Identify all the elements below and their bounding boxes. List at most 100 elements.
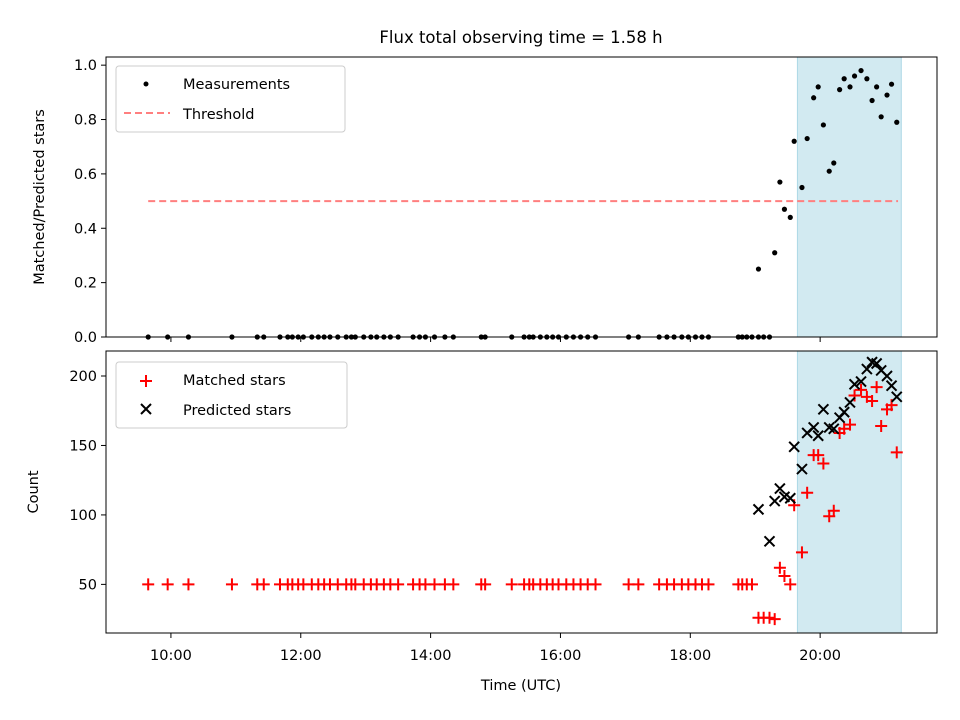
count-shaded-region: [796, 350, 902, 634]
measurement-point: [787, 214, 793, 220]
legend-measurements-marker: [143, 81, 149, 87]
predicted-star-point: [796, 463, 808, 475]
predicted-star-point: [788, 441, 800, 453]
measurement-point: [851, 73, 858, 79]
ratio-legend: Measurements Threshold: [115, 65, 346, 133]
y-tick-label: 150: [69, 438, 97, 454]
legend-predicted-marker: [140, 403, 152, 415]
predicted-star-point: [812, 430, 824, 442]
matched-star-point: [817, 457, 830, 470]
x-tick-label: 10:00: [150, 648, 192, 664]
matched-star-point: [225, 578, 238, 591]
x-tick-label: 14:00: [410, 648, 452, 664]
matched-star-point: [844, 418, 857, 431]
measurement-point: [777, 179, 783, 185]
predicted-star-point: [817, 403, 830, 416]
count-x-ticks: 10:00 12:00 14:00 16:00 18:00 20:00: [150, 633, 841, 664]
matched-star-point: [392, 578, 405, 591]
measurement-point: [799, 184, 805, 191]
matched-star-point: [870, 381, 883, 394]
chart-title: Flux total observing time = 1.58 h: [379, 28, 662, 47]
matched-star-point: [773, 561, 786, 574]
x-tick-label: 18:00: [669, 648, 711, 664]
matched-star-point: [866, 395, 879, 408]
matched-star-point: [778, 570, 791, 583]
measurement-point: [884, 92, 890, 98]
legend-predicted-label: Predicted stars: [183, 403, 291, 419]
legend-matched-label: Matched stars: [183, 373, 286, 389]
matched-star-point: [632, 578, 645, 591]
y-tick-label: 0.8: [74, 113, 97, 129]
y-tick-label: 200: [69, 369, 97, 385]
measurement-point: [847, 84, 853, 90]
ratio-legend-box: [115, 65, 346, 133]
matched-star-point: [745, 578, 758, 591]
ratio-panel: 0.0 0.2 0.4 0.6 0.8 1.0 Matched/Predicted sta…: [32, 56, 938, 346]
measurement-point: [811, 95, 817, 101]
predicted-star-point: [848, 378, 861, 391]
matched-star-point: [161, 578, 174, 591]
matched-star-point: [875, 420, 888, 433]
matched-star-point: [763, 611, 776, 624]
matched-star-point: [182, 578, 195, 591]
ratio-y-axis-label: Matched/Predicted stars: [32, 109, 48, 285]
predicted-star-point: [763, 535, 776, 548]
predicted-star-point: [784, 492, 796, 504]
matched-star-points: [142, 381, 903, 626]
matched-star-point: [812, 449, 825, 462]
measurement-point: [826, 168, 832, 174]
measurement-point: [869, 97, 875, 104]
y-tick-label: 100: [69, 508, 97, 524]
count-legend-box: [115, 361, 348, 429]
measurement-point: [874, 84, 880, 90]
predicted-star-point: [752, 503, 765, 516]
predicted-star-point: [870, 357, 883, 370]
matched-star-point: [795, 546, 808, 559]
y-tick-label: 0.4: [74, 221, 97, 237]
measurement-point: [841, 76, 847, 82]
predicted-star-point: [838, 406, 850, 418]
measurement-point: [837, 87, 843, 93]
predicted-star-point: [807, 421, 820, 434]
predicted-star-point: [774, 482, 786, 495]
count-axes-frame: [105, 350, 938, 634]
ratio-axes-frame: [105, 56, 938, 338]
count-legend: Matched stars Predicted stars: [115, 361, 348, 429]
measurement-point: [791, 138, 797, 144]
count-y-axis-label: Count: [26, 470, 42, 513]
legend-threshold-label: Threshold: [182, 107, 254, 123]
predicted-star-point: [861, 363, 873, 375]
x-tick-label: 20:00: [799, 648, 841, 664]
matched-star-point: [827, 504, 840, 517]
measurement-point: [772, 250, 778, 256]
measurement-point: [815, 84, 821, 90]
count-panel: 50 100 150 200 10:00 12:00 14:00 16:00 18:00 20:…: [26, 350, 938, 694]
measurement-point: [820, 122, 826, 128]
measurement-point: [878, 114, 884, 120]
matched-star-point: [257, 578, 270, 591]
matched-star-point: [855, 383, 868, 396]
predicted-star-point: [891, 391, 903, 403]
ratio-shaded-region: [796, 56, 902, 338]
matched-star-point: [142, 578, 155, 591]
matched-star-point: [479, 578, 492, 591]
count-x-axis-label: Time (UTC): [480, 678, 561, 694]
measurement-point: [864, 76, 870, 82]
predicted-star-point: [844, 396, 856, 409]
matched-star-point: [801, 486, 814, 499]
predicted-star-point: [828, 423, 840, 435]
ratio-y-ticks: 0.0 0.2 0.4 0.6 0.8 1.0: [74, 58, 106, 346]
x-tick-label: 16:00: [540, 648, 582, 664]
matched-star-point: [768, 613, 781, 626]
count-y-ticks: 50 100 150 200: [69, 369, 106, 593]
measurement-point: [831, 160, 837, 166]
matched-star-point: [848, 389, 861, 402]
measurement-point: [755, 266, 762, 272]
matched-star-point: [784, 578, 797, 591]
measurement-point: [804, 135, 810, 142]
matched-star-point: [447, 578, 460, 591]
predicted-star-point: [855, 375, 867, 388]
measurement-point: [894, 119, 900, 125]
predicted-star-points: [752, 356, 903, 548]
